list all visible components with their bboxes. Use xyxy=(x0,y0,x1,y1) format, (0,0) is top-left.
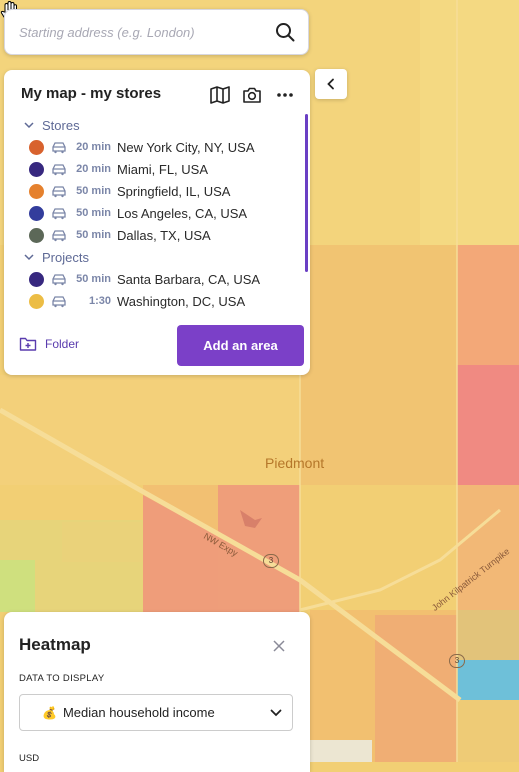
group-stores[interactable]: Stores xyxy=(4,114,304,136)
color-dot[interactable] xyxy=(29,205,44,221)
more-icon[interactable] xyxy=(274,84,296,106)
list-item[interactable]: 20 min Miami, FL, USA xyxy=(4,158,304,180)
duration: 50 min xyxy=(76,273,111,285)
chevron-down-icon xyxy=(24,254,34,261)
selected-value: Median household income xyxy=(62,705,215,720)
duration: 50 min xyxy=(76,229,111,241)
panel-title: My map - my stores xyxy=(21,85,162,102)
item-label: Washington, DC, USA xyxy=(117,293,246,309)
add-folder-button[interactable]: Folder xyxy=(19,336,79,352)
list-item[interactable]: 50 min Springfield, IL, USA xyxy=(4,180,304,202)
route-marker: 3 xyxy=(263,554,279,568)
color-dot[interactable] xyxy=(29,161,44,177)
data-to-display-label: DATA TO DISPLAY xyxy=(19,673,105,684)
list-item[interactable]: 50 min Los Angeles, CA, USA xyxy=(4,202,304,224)
color-dot[interactable] xyxy=(29,293,44,309)
list-scrollbar[interactable] xyxy=(305,114,308,272)
list-item[interactable]: 20 min New York City, NY, USA xyxy=(4,136,304,158)
group-projects[interactable]: Projects xyxy=(4,246,304,268)
car-icon xyxy=(52,142,66,154)
folder-plus-icon xyxy=(19,337,37,351)
my-map-panel: My map - my stores Stores 20 min New Yor… xyxy=(4,70,310,375)
group-label: Stores xyxy=(42,117,80,133)
color-dot[interactable] xyxy=(29,183,44,199)
color-dot[interactable] xyxy=(29,227,44,243)
car-icon xyxy=(52,208,66,220)
color-dot[interactable] xyxy=(29,271,44,287)
chevron-down-icon xyxy=(24,122,34,129)
search-input[interactable] xyxy=(17,23,274,41)
car-icon xyxy=(52,186,66,198)
area-list: Stores 20 min New York City, NY, USA 20 … xyxy=(4,114,304,319)
list-item[interactable]: 50 min Santa Barbara, CA, USA xyxy=(4,268,304,290)
duration: 20 min xyxy=(76,141,111,153)
list-item[interactable]: 50 min Dallas, TX, USA xyxy=(4,224,304,246)
route-marker: 3 xyxy=(449,654,465,668)
color-dot[interactable] xyxy=(29,139,44,155)
duration: 20 min xyxy=(76,163,111,175)
currency-label: USD xyxy=(19,753,40,764)
camera-icon[interactable] xyxy=(241,84,263,106)
item-label: Dallas, TX, USA xyxy=(117,227,211,243)
data-select[interactable]: 💰 Median household income xyxy=(19,694,293,731)
chevron-left-icon xyxy=(327,78,334,90)
search-icon[interactable] xyxy=(274,21,296,43)
heatmap-panel: Heatmap DATA TO DISPLAY 💰 Median househo… xyxy=(4,612,310,772)
map-icon[interactable] xyxy=(209,84,231,106)
duration: 50 min xyxy=(76,185,111,197)
heatmap-title: Heatmap xyxy=(19,635,91,654)
search-bar xyxy=(4,9,309,55)
map-place-label: Piedmont xyxy=(265,455,325,471)
close-icon[interactable] xyxy=(272,639,286,653)
item-label: Los Angeles, CA, USA xyxy=(117,205,248,221)
car-icon xyxy=(52,274,66,286)
item-label: New York City, NY, USA xyxy=(117,139,255,155)
item-label: Miami, FL, USA xyxy=(117,161,209,177)
chevron-down-icon xyxy=(270,709,282,716)
item-label: Santa Barbara, CA, USA xyxy=(117,271,261,287)
car-icon xyxy=(52,230,66,242)
group-label: Projects xyxy=(42,249,89,265)
add-area-button[interactable]: Add an area xyxy=(177,325,304,366)
collapse-panel-button[interactable] xyxy=(315,69,347,99)
list-item[interactable]: 1:30 Washington, DC, USA xyxy=(4,290,304,312)
duration: 50 min xyxy=(76,207,111,219)
car-icon xyxy=(52,164,66,176)
item-label: Springfield, IL, USA xyxy=(117,183,231,199)
car-icon xyxy=(52,296,66,308)
money-bag-icon: 💰 xyxy=(42,705,57,720)
folder-label: Folder xyxy=(45,337,80,351)
duration: 1:30 xyxy=(88,295,111,307)
